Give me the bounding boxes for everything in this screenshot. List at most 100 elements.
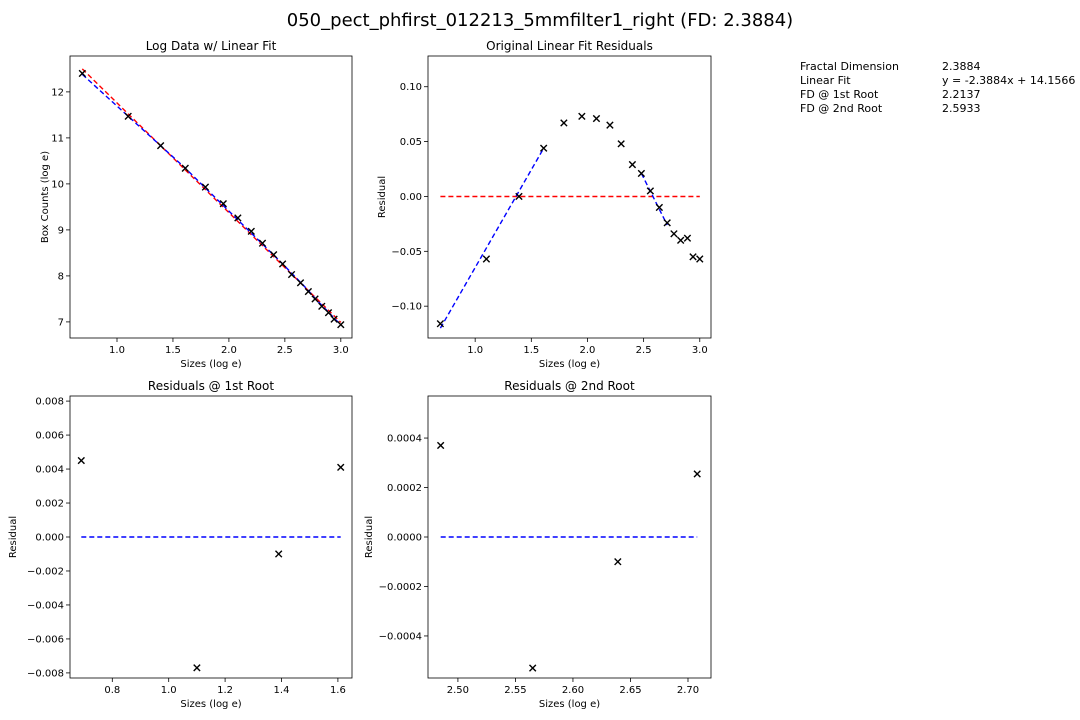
data-point [646,187,655,195]
data-point [124,112,132,120]
y-tick-label: 8 [58,271,64,282]
marker-stroke [124,112,132,120]
data-point [663,219,671,227]
data-point [311,295,319,303]
data-point [592,114,601,123]
y-tick-label: −0.004 [27,600,64,611]
info-label: Fractal Dimension [800,60,899,73]
y-tick-label: 0.0000 [387,533,422,544]
y-tick-label: 9 [58,225,64,236]
data-point [324,309,333,317]
marker-stroke [219,199,228,208]
data-point [337,463,345,472]
marker-stroke [676,236,685,245]
y-tick-label: 11 [51,133,64,144]
y-tick-label: 0.0004 [387,434,422,445]
x-tick-label: 1.4 [274,685,290,696]
x-tick-label: 3.0 [333,345,349,356]
fit-line [439,147,545,329]
y-tick-label: −0.006 [27,634,64,645]
data-point [219,199,228,208]
info-row-fd-2nd-root: FD @ 2nd Root 2.5933 [800,102,1075,116]
data-point [578,112,586,121]
marker-stroke [628,160,637,169]
y-tick-label: 10 [51,179,64,190]
subplot-title: Original Linear Fit Residuals [486,39,653,53]
marker-stroke [337,320,345,329]
x-tick-label: 2.70 [677,685,699,696]
marker-stroke [670,230,678,238]
data-point [528,664,537,672]
data-point [436,320,445,328]
x-tick-label: 1.2 [217,685,233,696]
marker-stroke [77,456,85,465]
marker-stroke [436,320,445,328]
y-tick-label: −0.002 [27,566,64,577]
data-point [676,236,685,245]
x-tick-label: 1.5 [523,345,539,356]
x-tick-label: 1.5 [165,345,181,356]
x-tick-label: 1.0 [109,345,125,356]
marker-stroke [287,270,296,279]
y-tick-label: 0.10 [400,82,422,93]
x-tick-label: 2.60 [562,685,584,696]
marker-stroke [539,144,548,152]
subplot-1: Log Data w/ Linear Fit 1.0 1.5 2.0 2.5 3.0 7 8 9… [40,39,353,370]
info-value: 2.3884 [942,60,981,73]
marker-stroke [181,164,189,172]
data-point [693,470,701,478]
data-point [258,239,267,247]
y-tick-label: −0.0004 [379,631,422,642]
info-label: FD @ 2nd Root [800,102,883,115]
info-row-fd-1st-root: FD @ 1st Root 2.2137 [800,88,1075,102]
x-tick-label: 1.0 [467,345,483,356]
fit-line [640,173,668,226]
plot-frame [427,55,712,339]
marker-stroke [528,664,537,672]
marker-stroke [269,251,278,259]
data-point [696,255,704,263]
y-tick-label: 0.004 [35,465,64,476]
data-point [318,302,326,310]
marker-stroke [258,239,267,247]
x-tick-label: 3.0 [692,345,708,356]
marker-stroke [247,227,255,235]
x-tick-label: 1.0 [161,685,177,696]
subplot-4: Residuals @ 2nd Root 2.50 2.55 2.60 2.65 2.70… [364,379,712,710]
data-point [181,164,189,172]
data-point [78,69,87,78]
y-axis-label: Residual [377,176,388,218]
info-row-fractal-dimension: Fractal Dimension 2.3884 [800,60,1075,74]
figure-title: 050_pect_phfirst_012213_5mmfilter1_right… [286,10,794,31]
marker-stroke [560,119,568,127]
y-tick-label: 0.00 [400,192,422,203]
data-point [539,144,548,152]
x-tick-label: 1.6 [330,685,346,696]
data-point [330,315,338,323]
y-tick-label: 0.002 [35,499,64,510]
data-point [628,160,637,169]
marker-stroke [311,295,319,303]
marker-stroke [274,550,283,558]
marker-stroke [234,214,242,222]
data-point [436,441,445,450]
marker-stroke [655,203,664,212]
subplot-3: Residuals @ 1st Root 0.8 1.0 1.2 1.4 1.6 −0.00… [8,379,353,710]
data-point [683,234,692,242]
info-value: y = -2.3884x + 14.1566 [942,74,1076,87]
x-tick-label: 0.8 [104,685,120,696]
marker-stroke [436,441,445,450]
marker-stroke [696,255,704,263]
info-value: 2.2137 [942,88,981,101]
marker-stroke [578,112,586,121]
y-axis-label: Box Counts (log e) [40,151,51,243]
y-tick-label: 0.008 [35,397,64,408]
x-tick-label: 2.55 [504,685,526,696]
x-tick-label: 2.5 [277,345,293,356]
marker-stroke [689,253,697,261]
marker-stroke [482,255,491,263]
data-point [201,183,210,191]
y-tick-label: 0.05 [400,137,422,148]
y-tick-label: 0.000 [35,533,64,544]
